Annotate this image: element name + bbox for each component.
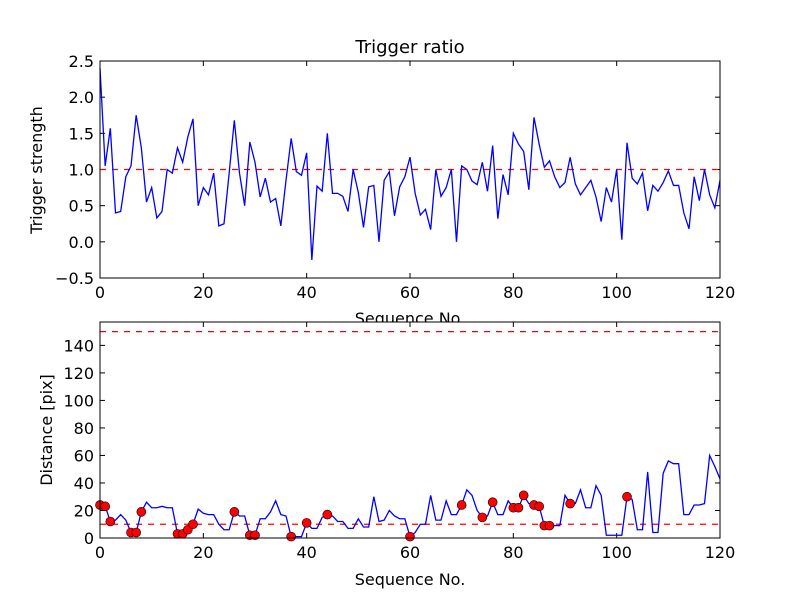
marker-point [565, 498, 575, 509]
marker-point [534, 501, 544, 512]
x-tick-label: 40 [296, 543, 316, 562]
y-tick-label: 60 [74, 446, 94, 465]
marker-point [136, 507, 147, 517]
marker-point [477, 512, 488, 523]
marker-point [105, 516, 116, 527]
y-tick-label: −0.5 [55, 269, 94, 288]
bottom-x-axis-label: Sequence No. [355, 570, 466, 589]
x-tick-label: 80 [503, 283, 523, 302]
y-tick-label: 140 [63, 336, 94, 355]
marker-point [322, 509, 333, 520]
x-tick-label: 0 [95, 543, 105, 562]
top-y-axis-label: Trigger strength [27, 106, 46, 235]
x-tick-label: 0 [95, 283, 105, 302]
y-tick-label: 0.5 [69, 197, 94, 216]
x-tick-label: 100 [601, 283, 632, 302]
y-tick-label: 1.0 [69, 161, 94, 180]
y-tick-label: 0 [84, 529, 94, 548]
marker-point [286, 531, 296, 542]
marker-point [544, 520, 555, 531]
axes-frame [99, 60, 721, 279]
plot-area [100, 322, 720, 538]
x-tick-label: 120 [705, 543, 736, 562]
axes-frame [99, 321, 721, 539]
chart-title: Trigger ratio [354, 37, 464, 58]
y-tick-label: 80 [74, 419, 94, 438]
marker-point [513, 502, 524, 513]
x-tick-label: 80 [503, 543, 523, 562]
marker-point [131, 527, 141, 538]
trigger-strength-line [99, 68, 721, 260]
y-tick-label: 40 [74, 474, 94, 493]
y-tick-label: 2.0 [69, 88, 94, 107]
marker-point [100, 501, 110, 512]
marker-point [518, 490, 529, 501]
x-tick-label: 100 [601, 543, 632, 562]
y-tick-label: 100 [63, 391, 94, 410]
x-tick-label: 40 [296, 283, 316, 302]
x-tick-label: 20 [193, 283, 213, 302]
marker-point [301, 518, 312, 528]
marker-point [250, 530, 260, 541]
y-tick-label: 1.5 [69, 124, 94, 143]
marker-point [622, 491, 632, 502]
x-tick-label: 60 [400, 543, 420, 562]
y-tick-label: 120 [63, 364, 94, 383]
marker-point [405, 531, 415, 542]
marker-point [229, 507, 240, 517]
x-tick-label: 120 [705, 283, 736, 302]
marker-point [487, 497, 498, 508]
y-tick-label: 0.0 [69, 233, 94, 252]
marker-point [188, 519, 198, 530]
y-tick-label: 2.5 [69, 52, 94, 71]
bottom-y-axis-label: Distance [pix] [37, 374, 56, 486]
plot-area [100, 61, 720, 278]
y-tick-label: 20 [74, 501, 94, 520]
marker-point [456, 500, 467, 510]
x-tick-label: 60 [400, 283, 420, 302]
x-tick-label: 20 [193, 543, 213, 562]
